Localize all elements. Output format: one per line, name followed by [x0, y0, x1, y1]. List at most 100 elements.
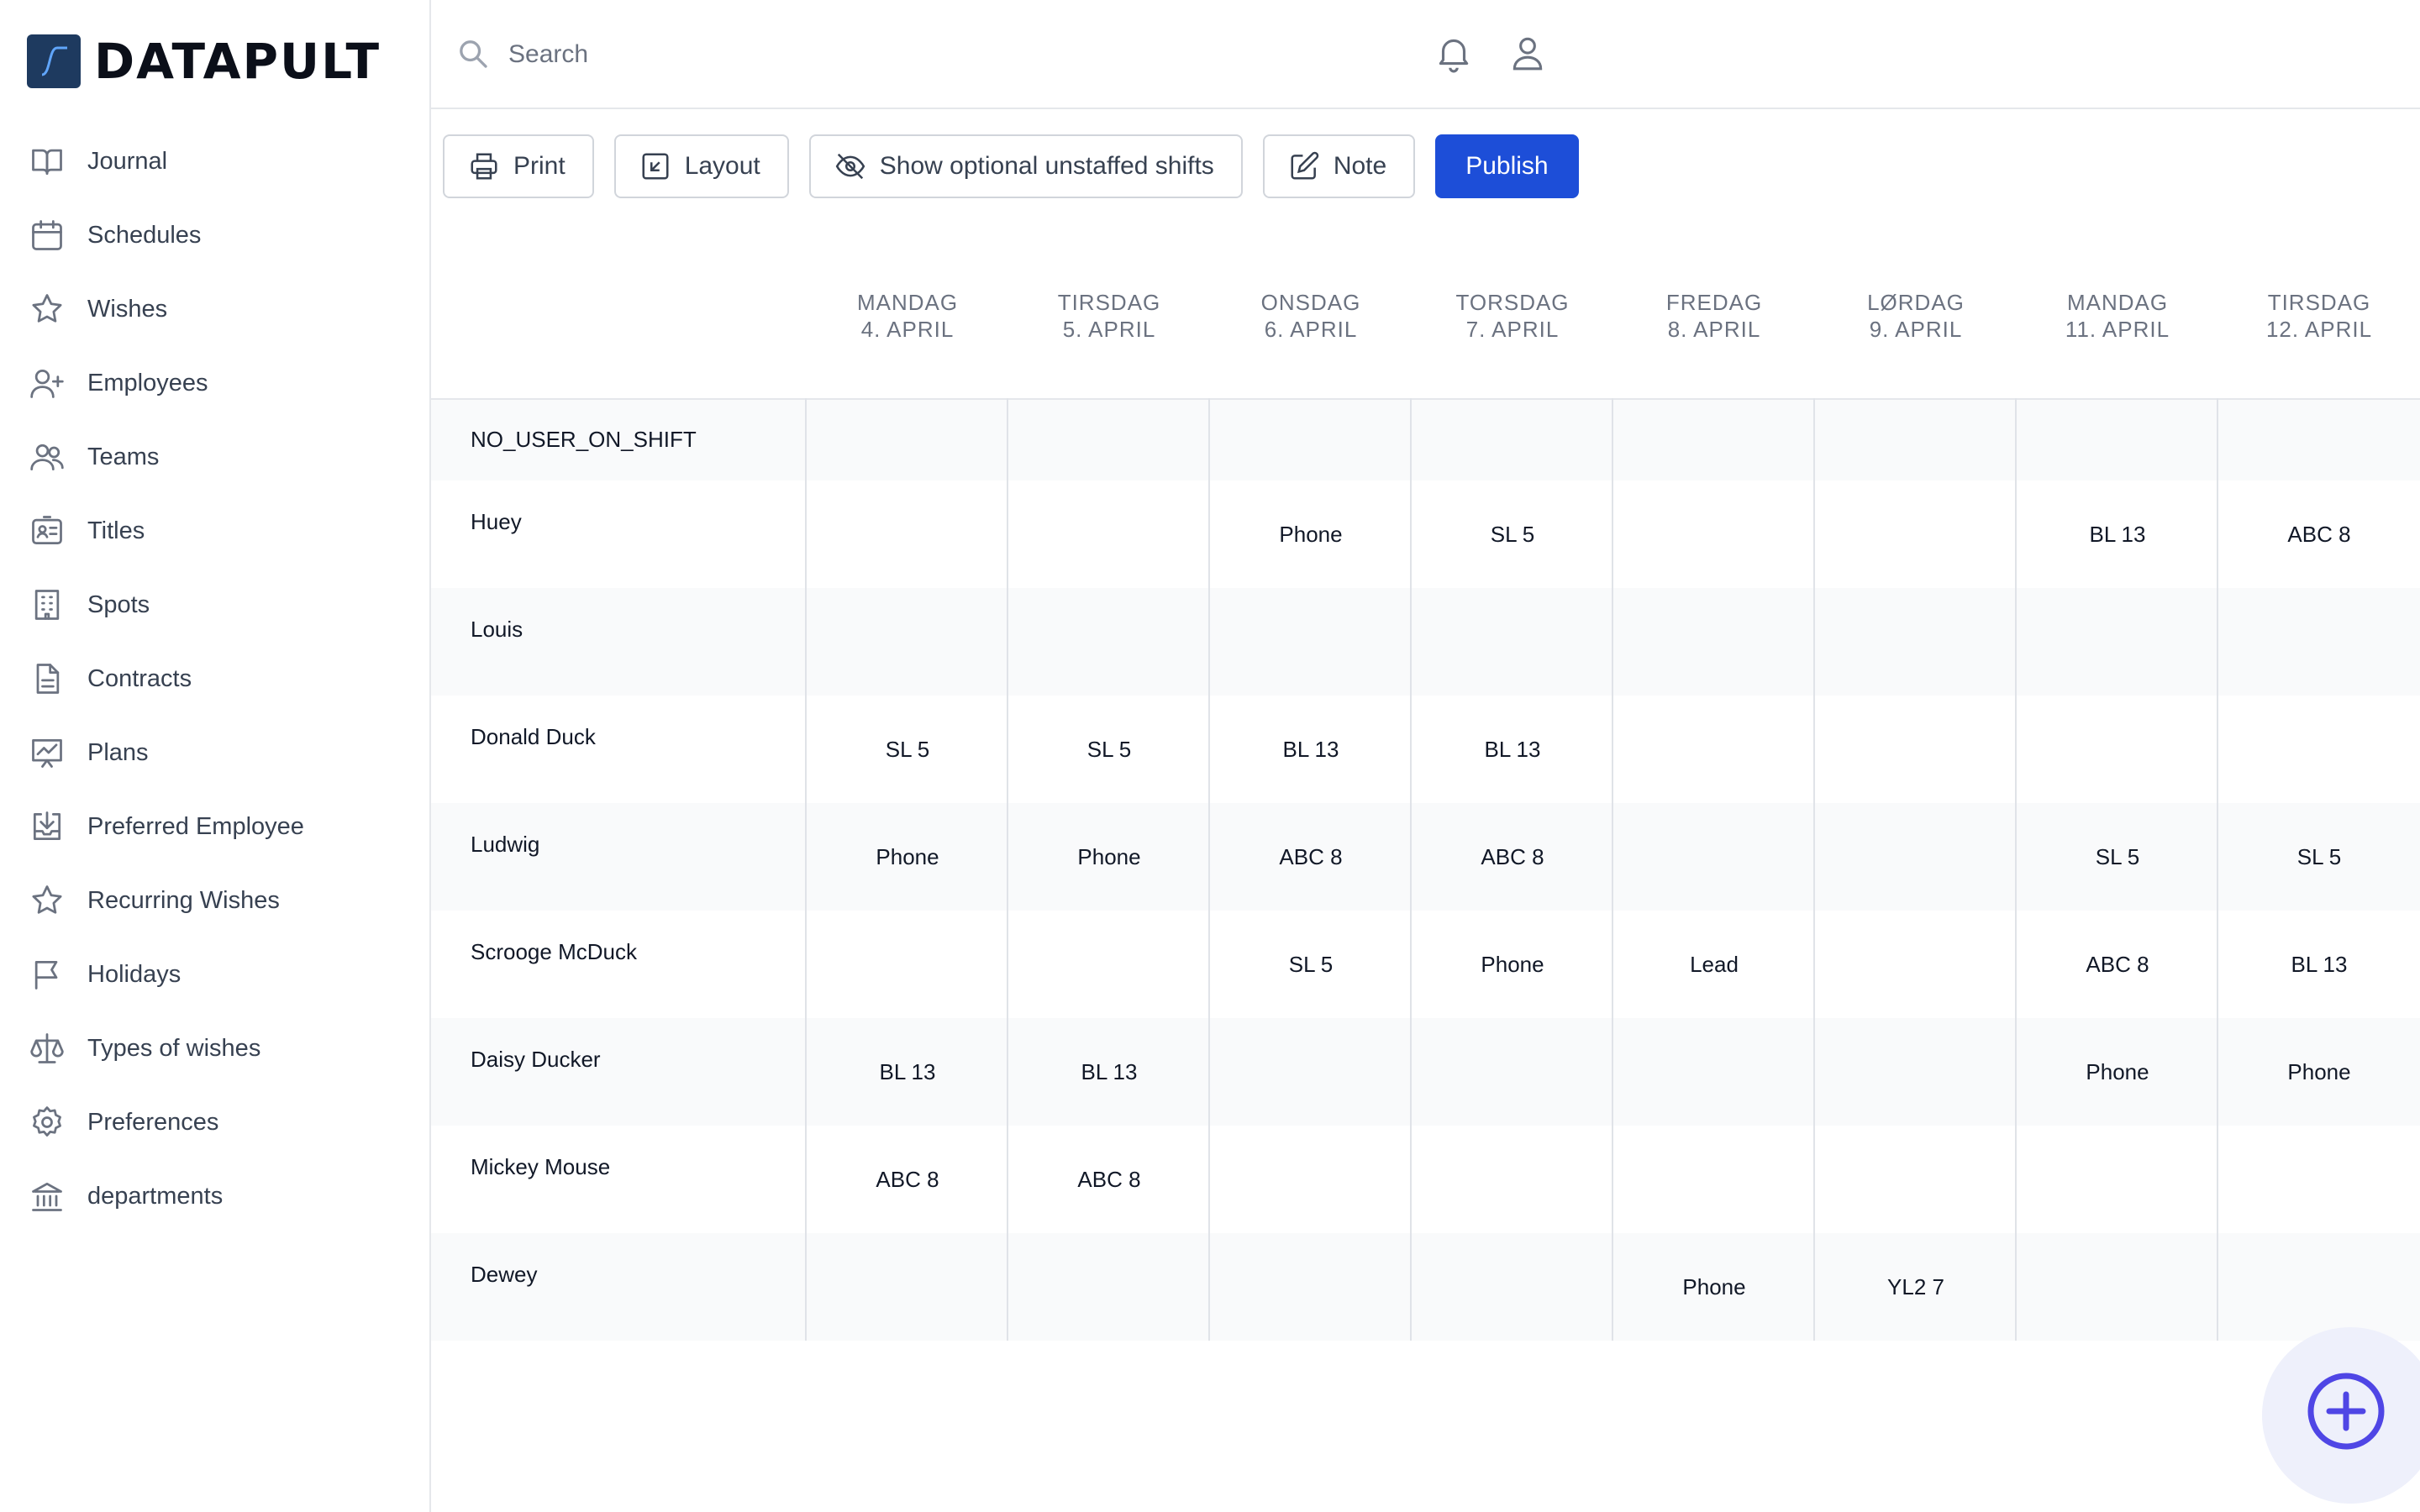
shift-cell[interactable]: ABC 8 [2287, 521, 2351, 547]
user-icon[interactable] [1507, 32, 1549, 74]
shift-cell[interactable] [1815, 400, 2017, 480]
sidebar-item-label: Titles [87, 517, 145, 544]
sidebar-item-spots[interactable]: Spots [0, 568, 429, 642]
shift-cell[interactable] [1613, 588, 1815, 696]
shift-cell[interactable] [1412, 1018, 1613, 1126]
layout-button[interactable]: Layout [613, 134, 789, 198]
shift-cell[interactable] [2017, 696, 2218, 803]
shift-cell[interactable]: ABC 8 [1077, 1166, 1141, 1192]
shift-cell[interactable]: BL 13 [2089, 521, 2146, 547]
sidebar-item-journal[interactable]: Journal [0, 124, 429, 198]
bell-icon[interactable] [1433, 32, 1475, 74]
sidebar-item-employees[interactable]: Employees [0, 346, 429, 420]
print-button[interactable]: Print [443, 134, 594, 198]
shift-cell[interactable]: ABC 8 [876, 1166, 939, 1192]
sidebar-item-titles[interactable]: Titles [0, 494, 429, 568]
shift-cell[interactable]: Phone [876, 843, 939, 869]
shift-cell[interactable] [1008, 911, 1210, 1018]
logo[interactable]: DATAPULT [27, 33, 381, 90]
shift-cell[interactable]: SL 5 [2296, 843, 2342, 869]
shift-cell[interactable]: BL 13 [1282, 736, 1339, 762]
shift-cell[interactable] [807, 480, 1008, 588]
shift-cell[interactable] [2017, 400, 2218, 480]
shift-cell[interactable] [1613, 696, 1815, 803]
sidebar-item-holidays[interactable]: Holidays [0, 937, 429, 1011]
sidebar-item-departments[interactable]: departments [0, 1159, 429, 1233]
shift-cell[interactable] [1613, 1126, 1815, 1233]
note-button[interactable]: Note [1262, 134, 1416, 198]
shift-cell[interactable] [1412, 1233, 1613, 1341]
shift-cell[interactable]: SL 5 [1288, 951, 1334, 977]
shift-cell[interactable]: YL2 7 [1887, 1273, 1944, 1299]
shift-cell[interactable]: Phone [1481, 951, 1544, 977]
publish-button[interactable]: Publish [1435, 134, 1579, 198]
shift-cell[interactable]: ABC 8 [1279, 843, 1343, 869]
shift-cell[interactable] [1008, 400, 1210, 480]
shift-cell[interactable] [1613, 480, 1815, 588]
shift-cell[interactable]: BL 13 [1081, 1058, 1138, 1084]
shift-cell[interactable]: Phone [2287, 1058, 2351, 1084]
shift-cell[interactable]: SL 5 [2095, 843, 2140, 869]
shift-cell[interactable]: Phone [1682, 1273, 1746, 1299]
shift-cell[interactable] [1210, 1233, 1412, 1341]
sidebar-item-preferred-employee[interactable]: Preferred Employee [0, 790, 429, 864]
shift-cell[interactable] [2218, 696, 2420, 803]
shift-cell[interactable] [1815, 803, 2017, 911]
shift-cell[interactable] [1613, 400, 1815, 480]
shift-cell[interactable] [1613, 1018, 1815, 1126]
shift-cell[interactable] [807, 588, 1008, 696]
sidebar-item-types-of-wishes[interactable]: Types of wishes [0, 1011, 429, 1085]
sidebar-item-plans[interactable]: Plans [0, 716, 429, 790]
show-unstaffed-button[interactable]: Show optional unstaffed shifts [808, 134, 1243, 198]
shift-cell[interactable] [2017, 1126, 2218, 1233]
shift-cell[interactable] [1008, 588, 1210, 696]
shift-cell[interactable]: ABC 8 [2086, 951, 2149, 977]
shift-cell[interactable] [1412, 400, 1613, 480]
shift-cell[interactable] [2218, 400, 2420, 480]
shift-cell[interactable] [1008, 1233, 1210, 1341]
shift-cell[interactable] [2218, 1126, 2420, 1233]
shift-cell[interactable] [1210, 1126, 1412, 1233]
shift-cell[interactable] [1613, 803, 1815, 911]
shift-cell[interactable] [2017, 1233, 2218, 1341]
shift-cell[interactable]: BL 13 [2291, 951, 2348, 977]
search-input[interactable] [507, 30, 1266, 79]
shift-cell[interactable] [1210, 400, 1412, 480]
shift-cell[interactable]: BL 13 [879, 1058, 936, 1084]
shift-cell[interactable] [2017, 588, 2218, 696]
shift-cell[interactable] [1815, 1126, 2017, 1233]
shift-cell[interactable] [2218, 1233, 2420, 1341]
shift-cell[interactable] [2218, 588, 2420, 696]
sidebar-item-recurring-wishes[interactable]: Recurring Wishes [0, 864, 429, 937]
sidebar-item-wishes[interactable]: Wishes [0, 272, 429, 346]
shift-cell[interactable] [1008, 480, 1210, 588]
shift-cell[interactable]: Phone [1077, 843, 1141, 869]
shift-cell[interactable]: BL 13 [1484, 736, 1541, 762]
shift-cell[interactable] [1815, 696, 2017, 803]
sidebar-item-contracts[interactable]: Contracts [0, 642, 429, 716]
employee-row: Louis [431, 588, 2420, 696]
shift-cell[interactable]: Phone [2086, 1058, 2149, 1084]
shift-cell[interactable] [1815, 1018, 2017, 1126]
shift-cell[interactable]: SL 5 [1490, 521, 1535, 547]
shift-cell[interactable]: Phone [1279, 521, 1343, 547]
sidebar-item-preferences[interactable]: Preferences [0, 1085, 429, 1159]
shift-cell[interactable] [1815, 588, 2017, 696]
shift-cell[interactable] [807, 1233, 1008, 1341]
shift-cell[interactable]: Lead [1690, 951, 1739, 977]
shift-cell[interactable] [807, 911, 1008, 1018]
shift-cell[interactable]: SL 5 [885, 736, 930, 762]
shift-cell[interactable] [1815, 480, 2017, 588]
sidebar-item-teams[interactable]: Teams [0, 420, 429, 494]
sidebar-item-schedules[interactable]: Schedules [0, 198, 429, 272]
shift-cell[interactable] [1815, 911, 2017, 1018]
shift-cell[interactable] [807, 400, 1008, 480]
shift-cell[interactable] [1412, 1126, 1613, 1233]
sidebar-item-label: Recurring Wishes [87, 886, 280, 914]
shift-cell[interactable]: ABC 8 [1481, 843, 1544, 869]
shift-cell[interactable] [1412, 588, 1613, 696]
shift-cell[interactable]: SL 5 [1086, 736, 1132, 762]
shift-cell[interactable] [1210, 588, 1412, 696]
add-shift-button[interactable] [2304, 1369, 2388, 1453]
shift-cell[interactable] [1210, 1018, 1412, 1126]
